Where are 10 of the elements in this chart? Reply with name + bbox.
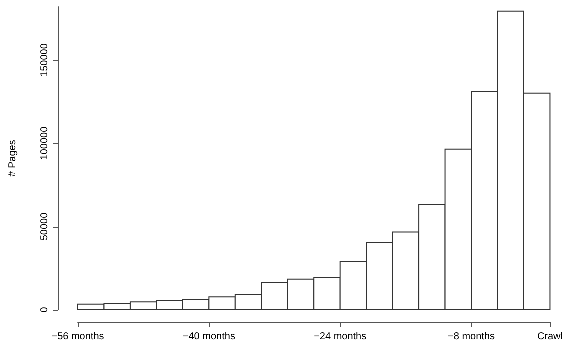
y-tick-label: 0 bbox=[40, 306, 50, 313]
x-tick-label: −40 months bbox=[182, 332, 236, 342]
x-tick-label: Crawl bbox=[537, 332, 564, 342]
x-tick-label: −56 months bbox=[52, 332, 104, 342]
y-tick-label: 100000 bbox=[40, 126, 50, 160]
y-tick-label: 150000 bbox=[40, 43, 50, 77]
y-tick-label: 50000 bbox=[40, 212, 50, 241]
y-axis-title: # Pages bbox=[8, 140, 18, 177]
x-tick-label: −8 months bbox=[448, 332, 496, 342]
x-tick-label: −24 months bbox=[314, 332, 367, 342]
